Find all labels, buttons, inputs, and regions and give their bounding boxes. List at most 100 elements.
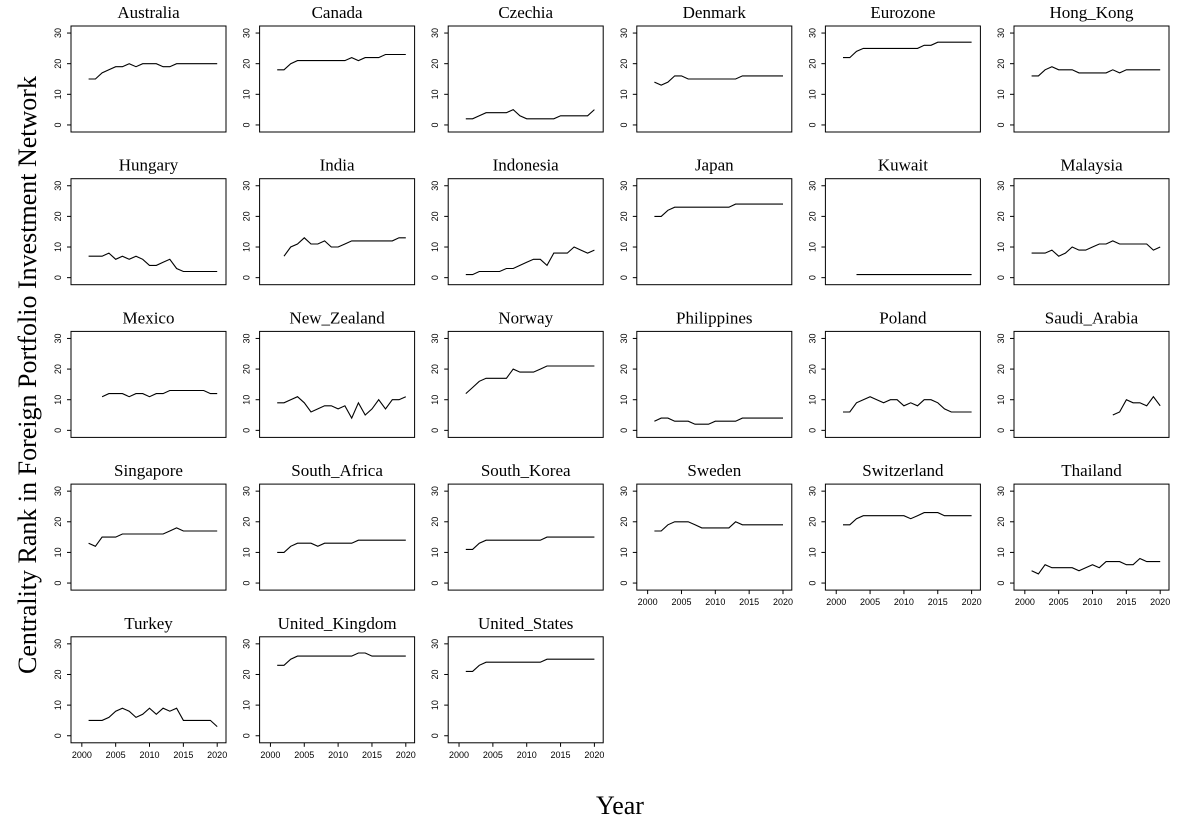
panel-frame	[824, 25, 981, 133]
y-tick-label: 0	[430, 733, 440, 738]
line-series	[88, 707, 218, 728]
line-series	[654, 417, 783, 425]
panel-title: Hungary	[119, 156, 179, 175]
x-tick-label: 2010	[139, 750, 159, 760]
panel-frame	[70, 178, 227, 286]
x-tick-label: 2015	[1116, 597, 1136, 607]
x-tick-label: 2010	[1082, 597, 1102, 607]
y-tick-label: 30	[619, 181, 629, 191]
panel-frame	[259, 178, 416, 286]
line-series	[654, 203, 783, 217]
panel-title: Turkey	[124, 614, 173, 633]
y-tick-label: 20	[242, 59, 252, 69]
y-tick-label: 10	[807, 242, 817, 252]
y-tick-label: 0	[53, 733, 63, 738]
y-tick-label: 0	[996, 581, 1006, 586]
panel-title: Denmark	[683, 3, 747, 22]
panel-frame	[824, 330, 981, 438]
y-tick-label: 30	[807, 486, 817, 496]
panel-title: Canada	[312, 3, 363, 22]
y-tick-label: 20	[807, 211, 817, 221]
line-series	[465, 365, 595, 395]
x-tick-label: 2020	[207, 750, 227, 760]
line-series	[843, 512, 972, 526]
panel-title: Malaysia	[1060, 156, 1123, 175]
panel-title: United_States	[478, 614, 573, 633]
x-tick-label: 2020	[584, 750, 604, 760]
panel-title: Eurozone	[870, 3, 935, 22]
y-tick-label: 10	[996, 242, 1006, 252]
y-tick-label: 30	[430, 181, 440, 191]
x-tick-label: 2015	[362, 750, 382, 760]
panel-title: Thailand	[1061, 461, 1122, 480]
y-tick-label: 10	[53, 547, 63, 557]
x-tick-label: 2005	[106, 750, 126, 760]
line-series	[1031, 240, 1161, 257]
y-tick-label: 0	[242, 122, 252, 127]
y-tick-label: 0	[430, 275, 440, 280]
panel-title: Norway	[498, 308, 553, 327]
y-tick-label: 30	[807, 181, 817, 191]
x-tick-label: 2020	[773, 597, 793, 607]
y-tick-label: 20	[807, 364, 817, 374]
panel-frame	[447, 178, 604, 286]
y-tick-label: 0	[996, 122, 1006, 127]
panel-title: Saudi_Arabia	[1045, 308, 1139, 327]
panel-frame	[1013, 178, 1170, 286]
x-tick-label: 2010	[705, 597, 725, 607]
y-tick-label: 20	[996, 364, 1006, 374]
y-tick-label: 20	[807, 59, 817, 69]
panel-frame	[447, 330, 604, 438]
y-tick-label: 10	[242, 395, 252, 405]
y-tick-label: 20	[53, 59, 63, 69]
line-series	[465, 108, 595, 120]
panel-title: Philippines	[676, 308, 753, 327]
y-tick-label: 0	[242, 733, 252, 738]
line-series	[88, 63, 218, 80]
panel-title: India	[320, 156, 355, 175]
x-tick-label: 2020	[396, 750, 416, 760]
y-tick-label: 10	[996, 547, 1006, 557]
y-tick-label: 20	[619, 517, 629, 527]
line-series	[283, 237, 406, 257]
line-series	[277, 539, 406, 553]
y-tick-label: 10	[430, 242, 440, 252]
y-tick-label: 20	[807, 517, 817, 527]
panel-title: Switzerland	[862, 461, 944, 480]
x-tick-label: 2010	[328, 750, 348, 760]
line-series	[1112, 395, 1161, 416]
y-tick-label: 20	[430, 517, 440, 527]
y-tick-label: 30	[619, 486, 629, 496]
panel-title: Sweden	[687, 461, 741, 480]
y-tick-label: 30	[619, 333, 629, 343]
y-tick-label: 30	[53, 486, 63, 496]
y-tick-label: 30	[996, 181, 1006, 191]
y-tick-label: 0	[53, 275, 63, 280]
y-tick-label: 10	[619, 242, 629, 252]
y-tick-label: 30	[242, 333, 252, 343]
x-tick-label: 2005	[294, 750, 314, 760]
panel-title: South_Korea	[481, 461, 571, 480]
y-tick-label: 20	[242, 211, 252, 221]
y-tick-label: 10	[430, 395, 440, 405]
panel-frame	[70, 25, 227, 133]
x-tick-label: 2010	[894, 597, 914, 607]
y-tick-label: 20	[430, 59, 440, 69]
y-tick-label: 10	[996, 395, 1006, 405]
line-series	[465, 536, 595, 550]
y-tick-label: 10	[619, 89, 629, 99]
panel-title: South_Africa	[291, 461, 383, 480]
x-tick-label: 2015	[551, 750, 571, 760]
y-tick-label: 10	[53, 89, 63, 99]
y-tick-label: 20	[53, 211, 63, 221]
y-tick-label: 20	[53, 364, 63, 374]
panel-title: Japan	[695, 156, 734, 175]
y-tick-label: 20	[53, 517, 63, 527]
panel-title: Hong_Kong	[1049, 3, 1134, 22]
panel-frame	[636, 25, 793, 133]
y-tick-label: 0	[242, 275, 252, 280]
panel-frame	[259, 636, 416, 744]
line-series	[654, 521, 783, 532]
y-tick-label: 20	[242, 669, 252, 679]
